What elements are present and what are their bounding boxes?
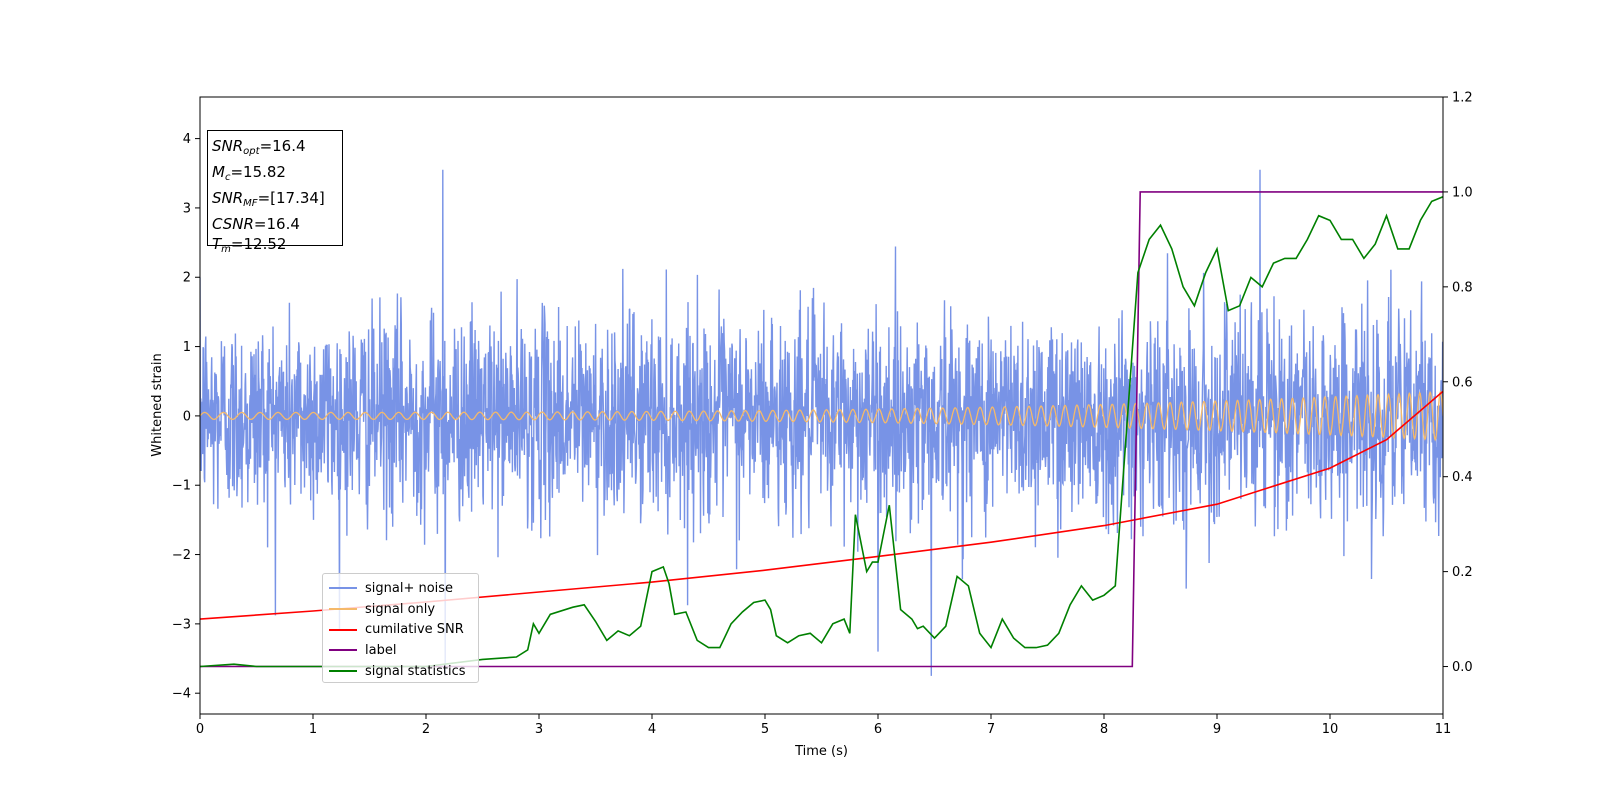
- legend-label-cumulative-snr: cumilative SNR: [365, 622, 464, 638]
- csnr-value: 16.4: [266, 215, 300, 233]
- x-tick-label: 11: [1435, 722, 1452, 737]
- snr-opt-value: 16.4: [272, 137, 306, 155]
- legend-item-signal-noise: signal+ noise: [327, 578, 478, 599]
- legend-swatch-signal-noise: [329, 587, 357, 590]
- legend-item-signal-only: signal only: [327, 599, 478, 620]
- tm-line: Tm=12.52: [212, 235, 287, 255]
- y-tick-label: 0: [183, 409, 191, 424]
- legend-swatch-cumulative-snr: [329, 628, 357, 631]
- legend-swatch-label: [329, 649, 357, 652]
- legend: signal+ noise signal only cumilative SNR…: [322, 573, 479, 683]
- legend-item-label: label: [327, 640, 478, 661]
- x-tick-label: 1: [309, 722, 317, 737]
- legend-label-signal-noise: signal+ noise: [365, 580, 454, 596]
- snr-opt-line: SNRopt=16.4: [212, 137, 306, 157]
- x-tick-label: 2: [422, 722, 430, 737]
- x-tick-label: 8: [1100, 722, 1108, 737]
- y2-tick-label: 0.8: [1452, 280, 1473, 295]
- y-tick-label: −2: [172, 548, 191, 563]
- legend-label-signal-statistics: signal statistics: [365, 663, 466, 679]
- snr-mf-line: SNRMF=[17.34]: [212, 189, 325, 209]
- tm-value: 12.52: [243, 235, 287, 253]
- x-tick-label: 9: [1213, 722, 1221, 737]
- snr-mf-value: [17.34]: [270, 189, 325, 207]
- x-tick-label: 3: [535, 722, 543, 737]
- series-label-line: [200, 191, 1443, 668]
- x-axis-label: Time (s): [794, 744, 848, 759]
- legend-swatch-signal-only: [329, 608, 357, 611]
- x-tick-label: 4: [648, 722, 656, 737]
- y2-tick-label: 0.6: [1452, 375, 1473, 390]
- series-signal-only-line: [200, 390, 1443, 442]
- y-tick-label: −4: [172, 687, 191, 702]
- y-tick-label: −1: [172, 479, 191, 494]
- x-tick-label: 7: [987, 722, 995, 737]
- y-axis-label: Whitened strain: [150, 353, 165, 456]
- y2-tick-label: 1.0: [1452, 185, 1473, 200]
- plot-frame: [199, 96, 1444, 715]
- y2-tick-label: 0.4: [1452, 470, 1473, 485]
- legend-swatch-signal-statistics: [329, 670, 357, 673]
- csnr-line: CSNR=16.4: [212, 215, 300, 233]
- y-tick-label: 3: [183, 201, 191, 216]
- axes-layer: 0 1 2 3 4 5 6 7 8 9 10 1143210−1−2−3−41.21.00.80.60…: [172, 91, 1473, 738]
- legend-label-signal-only: signal only: [365, 601, 436, 617]
- y-tick-label: 4: [183, 132, 191, 147]
- x-tick-label: 10: [1322, 722, 1339, 737]
- y2-tick-label: 0.0: [1452, 660, 1473, 675]
- y2-tick-label: 1.2: [1452, 91, 1473, 106]
- y-tick-label: −3: [172, 617, 191, 632]
- metrics-annotation-box: SNRopt=16.4 Mc=15.82 SNRMF=[17.34] CSNR=…: [207, 130, 343, 255]
- legend-label-label: label: [365, 642, 397, 658]
- series-signal-statistics-line: [200, 195, 1443, 668]
- mc-line: Mc=15.82: [212, 163, 286, 183]
- mc-value: 15.82: [243, 163, 286, 181]
- y2-tick-label: 0.2: [1452, 565, 1473, 580]
- legend-item-signal-statistics: signal statistics: [327, 661, 478, 682]
- x-tick-label: 0: [196, 722, 204, 737]
- x-tick-label: 6: [874, 722, 882, 737]
- x-tick-label: 5: [761, 722, 769, 737]
- legend-item-cumulative-snr: cumilative SNR: [327, 619, 478, 640]
- y-tick-label: 2: [183, 271, 191, 286]
- y-tick-label: 1: [183, 340, 191, 355]
